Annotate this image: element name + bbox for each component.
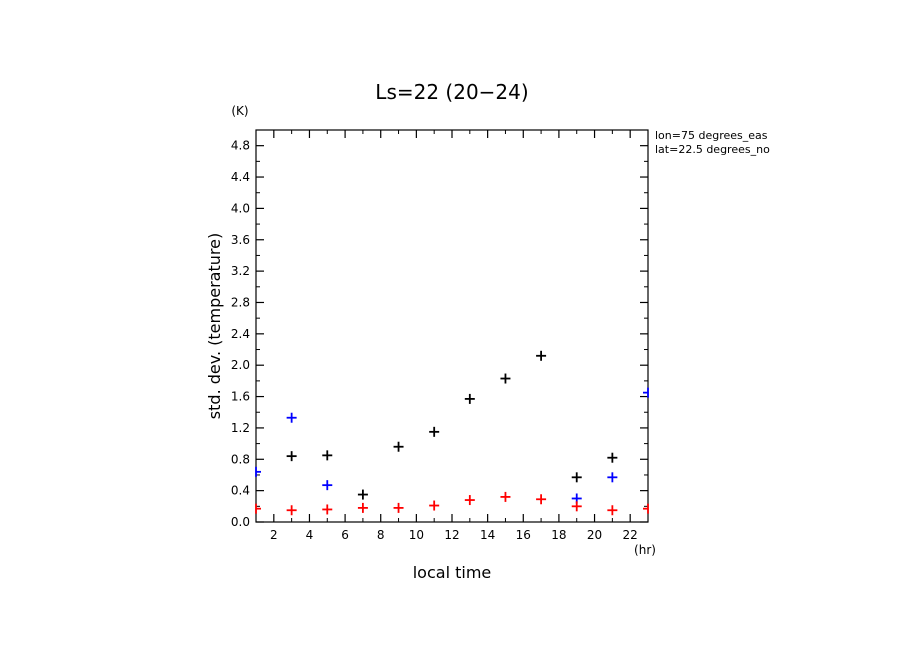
y-tick-label: 4.8 [231, 139, 250, 153]
data-point [643, 387, 649, 398]
data-point [393, 441, 404, 452]
data-point [322, 504, 333, 515]
y-tick-label: 2.8 [231, 295, 250, 309]
data-point [286, 505, 297, 516]
data-point [607, 505, 618, 516]
y-axis-label: std. dev. (temperature) [205, 233, 224, 419]
data-point [357, 489, 368, 500]
x-tick-label: 20 [587, 528, 602, 542]
data-point [357, 502, 368, 513]
data-point [500, 373, 511, 384]
annotation-lon: lon=75 degrees_eas [655, 129, 768, 142]
y-tick-label: 3.6 [231, 233, 250, 247]
data-point [500, 491, 511, 502]
data-point [286, 412, 297, 423]
data-point [429, 500, 440, 511]
y-tick-label: 1.6 [231, 390, 250, 404]
y-unit-label: (K) [231, 104, 248, 118]
data-point [322, 480, 333, 491]
y-tick-label: 0.0 [231, 515, 250, 529]
x-tick-label: 14 [480, 528, 495, 542]
data-point [571, 472, 582, 483]
x-tick-label: 6 [341, 528, 349, 542]
x-tick-label: 16 [516, 528, 531, 542]
y-tick-label: 4.4 [231, 170, 250, 184]
data-point [607, 472, 618, 483]
data-point [607, 452, 618, 463]
x-tick-label: 2 [270, 528, 278, 542]
data-points [255, 350, 649, 516]
data-point [464, 495, 475, 506]
data-point [464, 393, 475, 404]
y-tick-label: 4.0 [231, 201, 250, 215]
x-unit-label: (hr) [634, 543, 656, 557]
x-tick-label: 22 [623, 528, 638, 542]
axis-ticks: 2 4 6 8 10 12 14 16 18 20 22 0.0 0.4 0.8 1.2 1.6 2.0 2.4 2… [231, 130, 649, 542]
data-point [536, 350, 547, 361]
data-point [643, 503, 649, 514]
data-point [393, 502, 404, 513]
y-tick-label: 0.4 [231, 484, 250, 498]
y-tick-label: 3.2 [231, 264, 250, 278]
data-point [322, 450, 333, 461]
x-axis-label: local time [413, 563, 492, 582]
x-tick-label: 12 [444, 528, 459, 542]
x-tick-label: 10 [409, 528, 424, 542]
x-tick-label: 8 [377, 528, 385, 542]
data-point [536, 494, 547, 505]
x-tick-label: 18 [551, 528, 566, 542]
data-point [255, 503, 261, 514]
y-tick-label: 2.4 [231, 327, 250, 341]
data-point [255, 466, 261, 477]
data-point [286, 451, 297, 462]
y-tick-label: 2.0 [231, 358, 250, 372]
plot-frame [255, 129, 649, 523]
y-tick-label: 1.2 [231, 421, 250, 435]
x-tick-label: 4 [306, 528, 314, 542]
chart-title: Ls=22 (20−24) [375, 80, 528, 104]
y-tick-label: 0.8 [231, 452, 250, 466]
data-point [429, 426, 440, 437]
data-point [571, 501, 582, 512]
annotation-lat: lat=22.5 degrees_no [655, 143, 770, 156]
